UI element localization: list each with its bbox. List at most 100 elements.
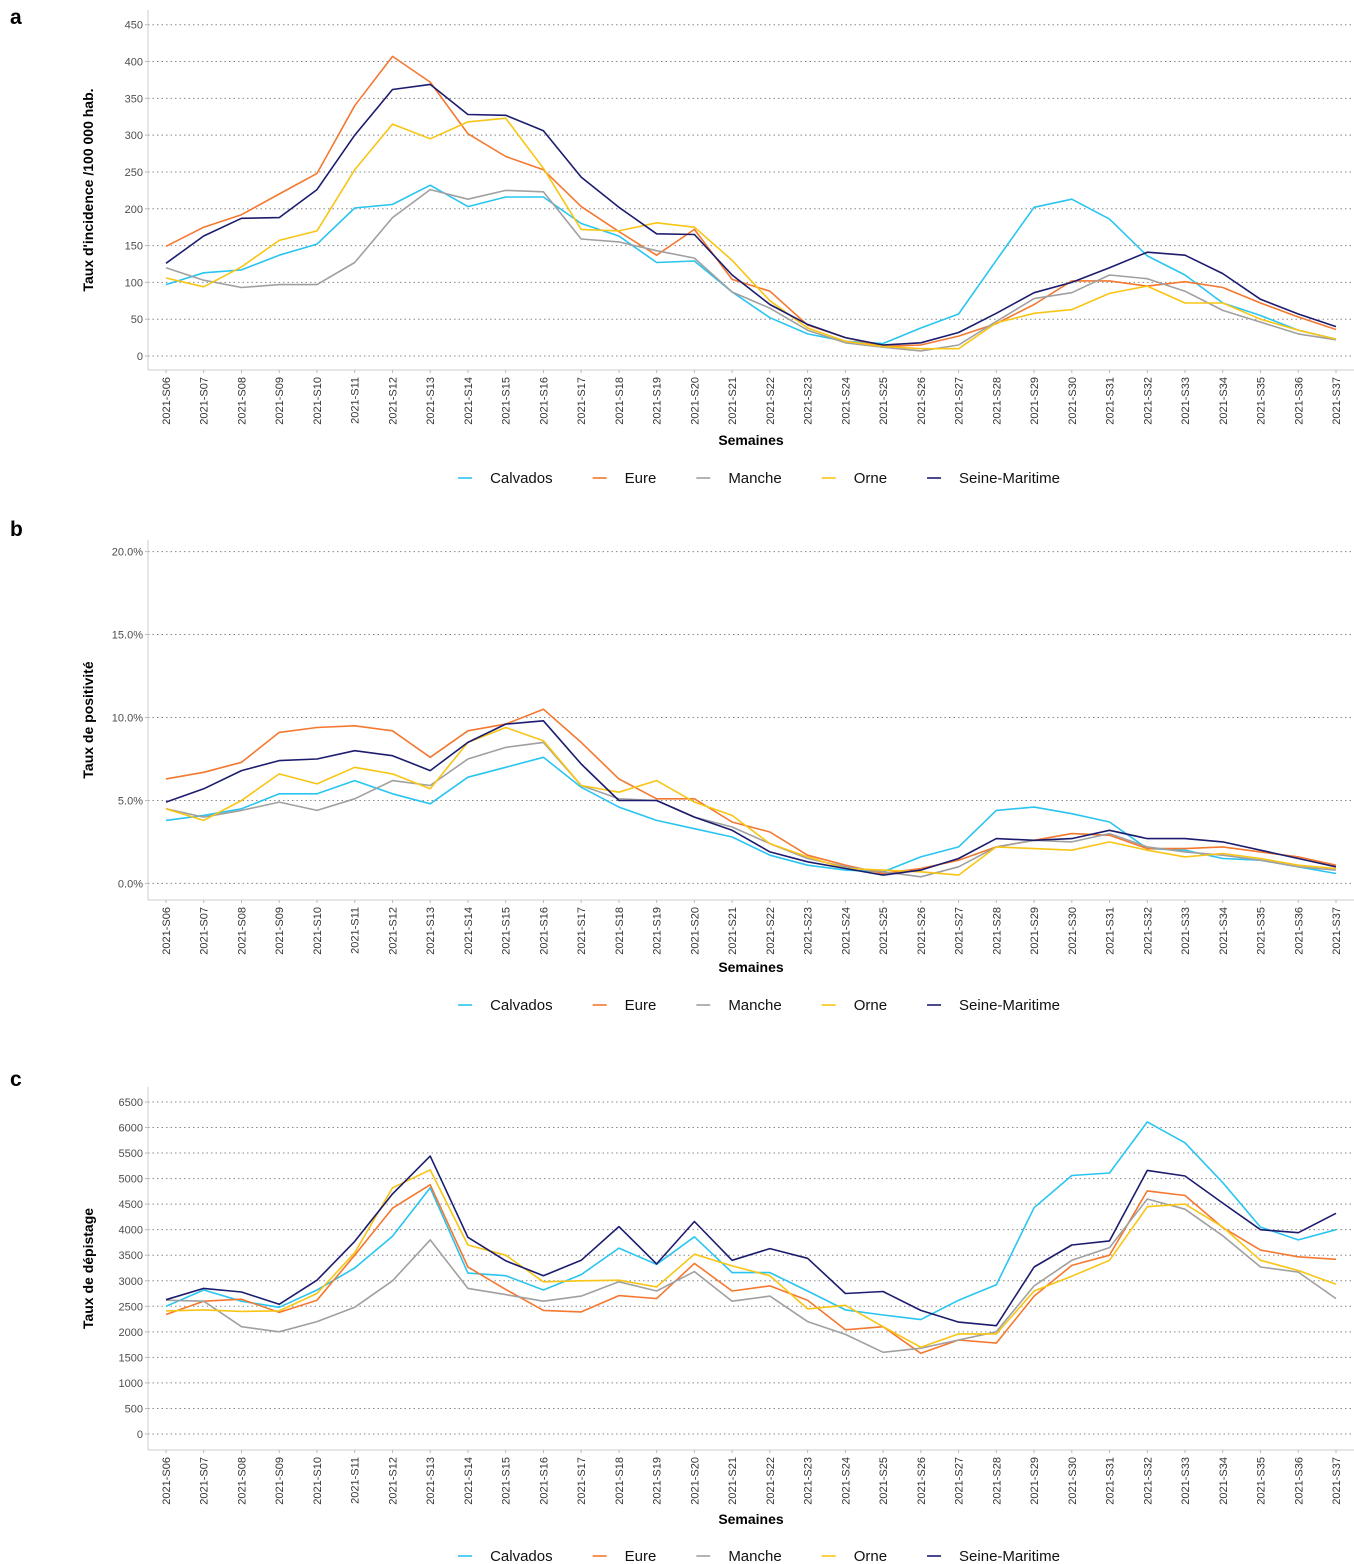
y-tick-label: 5000 (119, 1174, 143, 1186)
x-tick-label: 2021-S21 (727, 377, 739, 425)
x-tick-label: 2021-S29 (1029, 907, 1041, 955)
legend-label: Eure (625, 997, 657, 1014)
x-tick-label: 2021-S31 (1105, 907, 1117, 955)
y-axis-title: Taux de dépistage (80, 1208, 96, 1329)
x-tick-label: 2021-S17 (576, 1457, 588, 1505)
series-line (165, 55, 1337, 348)
y-tick-label: 0 (137, 351, 143, 363)
legend-label: Calvados (490, 997, 553, 1014)
legend-label: Orne (854, 1548, 887, 1564)
series-line (165, 756, 1337, 875)
x-tick-label: 2021-S15 (501, 377, 513, 425)
x-tick-label: 2021-S08 (236, 1457, 248, 1505)
x-tick-label: 2021-S15 (501, 907, 513, 955)
y-tick-label: 10.0% (112, 713, 143, 725)
legend-label: Calvados (490, 1548, 553, 1564)
y-tick-label: 350 (125, 93, 143, 105)
x-tick-label: 2021-S24 (840, 377, 852, 425)
x-tick-label: 2021-S22 (765, 907, 777, 955)
legend-label: Eure (625, 1548, 657, 1564)
x-tick-label: 2021-S28 (991, 907, 1003, 955)
series-line (165, 1183, 1337, 1355)
x-tick-label: 2021-S07 (199, 1457, 211, 1505)
x-tick-label: 2021-S18 (614, 907, 626, 955)
x-tick-label: 2021-S36 (1293, 907, 1305, 955)
y-tick-label: 3000 (119, 1276, 143, 1288)
y-tick-label: 3500 (119, 1250, 143, 1262)
x-tick-label: 2021-S27 (954, 907, 966, 955)
x-tick-label: 2021-S34 (1218, 907, 1230, 955)
x-tick-label: 2021-S14 (463, 1457, 475, 1505)
x-tick-label: 2021-S16 (538, 1457, 550, 1505)
x-tick-label: 2021-S25 (878, 1457, 890, 1505)
x-tick-label: 2021-S31 (1105, 377, 1117, 425)
x-tick-label: 2021-S17 (576, 377, 588, 425)
x-tick-label: 2021-S28 (991, 1457, 1003, 1505)
x-tick-label: 2021-S11 (350, 1457, 362, 1504)
x-tick-label: 2021-S35 (1256, 907, 1268, 955)
series-line (165, 1155, 1337, 1327)
x-tick-label: 2021-S23 (803, 907, 815, 955)
legend: Calvados Eure Manche Orne Seine-Maritime (458, 470, 1060, 487)
panel-label: b (10, 518, 23, 541)
y-axis-title: Taux de positivité (80, 661, 96, 778)
x-tick-label: 2021-S31 (1105, 1457, 1117, 1505)
series-line (165, 1121, 1337, 1321)
x-tick-label: 2021-S13 (425, 1457, 437, 1505)
y-tick-label: 20.0% (112, 547, 143, 559)
x-tick-label: 2021-S26 (916, 1457, 928, 1505)
legend: Calvados Eure Manche Orne Seine-Maritime (458, 997, 1060, 1014)
x-tick-label: 2021-S37 (1331, 1457, 1343, 1505)
x-axis-title: Semaines (718, 959, 784, 975)
x-tick-label: 2021-S17 (576, 907, 588, 955)
series-line (165, 708, 1337, 875)
x-tick-label: 2021-S12 (387, 1457, 399, 1505)
y-tick-label: 6000 (119, 1123, 143, 1135)
x-tick-label: 2021-S27 (954, 1457, 966, 1505)
y-tick-label: 300 (125, 130, 143, 142)
x-tick-label: 2021-S34 (1218, 1457, 1230, 1505)
y-tick-label: 100 (125, 277, 143, 289)
x-tick-label: 2021-S24 (840, 907, 852, 955)
y-axis-title: Taux d'incidence /100 000 hab. (80, 88, 96, 291)
x-tick-label: 2021-S32 (1142, 377, 1154, 425)
series-line (165, 184, 1337, 345)
x-tick-label: 2021-S10 (312, 1457, 324, 1505)
y-tick-label: 2000 (119, 1327, 143, 1339)
x-tick-label: 2021-S07 (199, 907, 211, 955)
panel-label: c (10, 1068, 22, 1091)
x-tick-label: 2021-S08 (236, 377, 248, 425)
legend-label: Eure (625, 470, 657, 487)
x-tick-label: 2021-S22 (765, 377, 777, 425)
x-tick-label: 2021-S07 (199, 377, 211, 425)
y-tick-label: 150 (125, 241, 143, 253)
x-tick-label: 2021-S09 (274, 907, 286, 955)
y-tick-label: 450 (125, 20, 143, 32)
x-tick-label: 2021-S30 (1067, 377, 1079, 425)
y-tick-label: 400 (125, 57, 143, 69)
x-tick-label: 2021-S14 (463, 907, 475, 955)
x-tick-label: 2021-S18 (614, 1457, 626, 1505)
x-tick-label: 2021-S11 (350, 377, 362, 424)
y-tick-label: 1500 (119, 1352, 143, 1364)
x-tick-label: 2021-S09 (274, 1457, 286, 1505)
legend-label: Seine-Maritime (959, 1548, 1060, 1564)
x-tick-label: 2021-S36 (1293, 1457, 1305, 1505)
x-tick-label: 2021-S34 (1218, 377, 1230, 425)
x-tick-label: 2021-S24 (840, 1457, 852, 1505)
x-tick-label: 2021-S36 (1293, 377, 1305, 425)
y-tick-label: 5.0% (118, 795, 143, 807)
x-tick-label: 2021-S21 (727, 1457, 739, 1505)
legend-label: Orne (854, 470, 887, 487)
x-tick-label: 2021-S22 (765, 1457, 777, 1505)
x-tick-label: 2021-S10 (312, 907, 324, 955)
x-tick-label: 2021-S20 (689, 907, 701, 955)
x-tick-label: 2021-S33 (1180, 377, 1192, 425)
x-tick-label: 2021-S06 (161, 377, 173, 425)
legend: Calvados Eure Manche Orne Seine-Maritime (458, 1548, 1060, 1564)
y-tick-label: 15.0% (112, 630, 143, 642)
y-tick-label: 5500 (119, 1148, 143, 1160)
x-tick-label: 2021-S10 (312, 377, 324, 425)
x-tick-label: 2021-S29 (1029, 1457, 1041, 1505)
